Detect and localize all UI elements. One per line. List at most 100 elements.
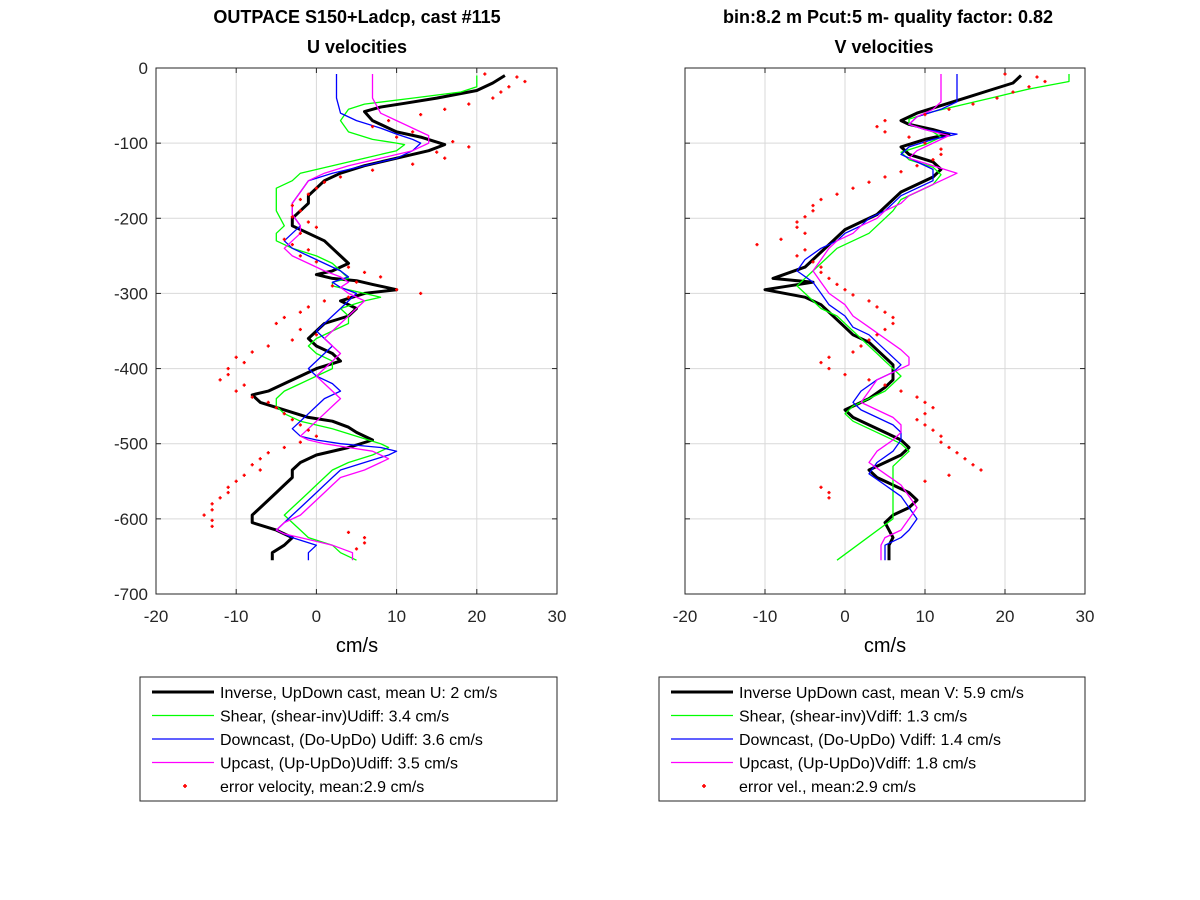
v-error-point xyxy=(811,209,815,213)
v-x-tick-label: 30 xyxy=(1076,607,1095,626)
u-legend-label: Shear, (shear-inv)Udiff: 3.4 cm/s xyxy=(220,709,449,726)
u-error-point xyxy=(314,225,318,229)
u-error-point xyxy=(234,355,238,359)
u-error-point xyxy=(298,254,302,258)
v-error-point xyxy=(795,254,799,258)
u-legend-label: Downcast, (Do-UpDo) Udiff: 3.6 cm/s xyxy=(220,732,483,749)
u-error-point xyxy=(314,333,318,337)
u-shear-line xyxy=(275,75,478,561)
v-plot-subtitle: V velocities xyxy=(834,37,933,57)
u-error-point xyxy=(250,350,254,354)
u-error-point xyxy=(210,518,214,522)
v-x-tick-label: -10 xyxy=(753,607,778,626)
v-error-point xyxy=(851,293,855,297)
v-legend-item-inverse: Inverse UpDown cast, mean V: 5.9 cm/s xyxy=(671,685,1024,702)
u-error-point xyxy=(282,315,286,320)
v-error-point xyxy=(947,473,951,477)
u-error-point xyxy=(330,284,335,288)
v-error-point xyxy=(891,315,895,320)
v-error-point xyxy=(1035,75,1039,79)
u-x-tick-label: 20 xyxy=(467,607,486,626)
u-error-point xyxy=(242,473,246,477)
u-error-point xyxy=(354,547,359,551)
u-error-point xyxy=(226,485,230,489)
u-error-point xyxy=(282,412,286,416)
v-error-point xyxy=(971,102,975,106)
v-error-point xyxy=(939,434,943,438)
v-error-point xyxy=(827,366,831,371)
u-x-tick-label: 0 xyxy=(312,607,321,626)
u-legend-item-inverse: Inverse, UpDown cast, mean U: 2 cm/s xyxy=(152,685,497,702)
u-error-point xyxy=(266,400,270,404)
v-error-point xyxy=(795,220,799,224)
u-y-tick-label: -100 xyxy=(114,134,148,153)
u-error-point xyxy=(362,536,367,540)
v-error-point xyxy=(915,418,919,422)
u-error-point xyxy=(443,156,447,160)
u-error-point xyxy=(234,389,238,393)
u-error-point xyxy=(274,321,278,326)
v-error-point xyxy=(883,310,887,314)
v-x-tick-label: -20 xyxy=(673,607,698,626)
u-error-point xyxy=(515,75,519,79)
v-error-point xyxy=(851,186,855,190)
u-error-point xyxy=(314,186,318,190)
v-error-point xyxy=(819,360,823,365)
v-upcast-line xyxy=(812,74,958,561)
v-error-point xyxy=(979,468,983,472)
u-error-point xyxy=(226,490,230,495)
v-error-point xyxy=(835,192,839,196)
u-error-point xyxy=(258,468,262,472)
v-legend-item-downcast: Downcast, (Do-UpDo) Vdiff: 1.4 cm/s xyxy=(671,732,1001,749)
v-error-point xyxy=(875,125,879,129)
u-error-point xyxy=(499,90,503,94)
v-error-point xyxy=(1011,90,1015,94)
v-error-point xyxy=(923,400,927,404)
u-x-tick-label: -20 xyxy=(144,607,169,626)
v-error-point xyxy=(883,175,887,179)
v-legend-label: error vel., mean:2.9 cm/s xyxy=(739,779,916,796)
v-error-point xyxy=(819,197,823,202)
v-error-point xyxy=(923,412,927,416)
u-y-tick-label: -400 xyxy=(114,360,148,379)
u-error-point xyxy=(483,72,487,76)
v-downcast-line xyxy=(796,74,958,561)
v-error-point xyxy=(795,225,799,229)
v-error-point xyxy=(891,321,895,326)
u-error-point xyxy=(210,508,214,512)
u-error-point xyxy=(202,513,206,517)
v-error-point xyxy=(915,164,919,168)
v-x-tick-label: 0 xyxy=(840,607,849,626)
u-error-point xyxy=(298,231,302,235)
u-error-point xyxy=(370,168,375,172)
u-y-tick-label: -600 xyxy=(114,510,148,529)
v-error-point xyxy=(819,265,823,269)
u-legend: Inverse, UpDown cast, mean U: 2 cm/s Shea… xyxy=(139,676,558,802)
u-error-point xyxy=(419,112,423,117)
v-error-point xyxy=(947,107,951,111)
u-error-point xyxy=(226,366,230,371)
u-error-point xyxy=(507,85,511,89)
v-error-point xyxy=(803,215,807,219)
v-error-point xyxy=(867,180,871,184)
u-axes-frame xyxy=(155,67,558,595)
u-y-tick-label: -200 xyxy=(114,209,148,228)
v-error-point xyxy=(867,338,871,342)
u-velocity-plot: -20 -10 0 10 20 300-100-200-300-400-500-600-7… xyxy=(114,59,566,626)
u-error-point xyxy=(218,496,222,500)
v-legend-item-shear: Shear, (shear-inv)Vdiff: 1.3 cm/s xyxy=(671,709,967,726)
v-error-point xyxy=(971,463,975,467)
u-legend-item-upcast: Upcast, (Up-UpDo)Udiff: 3.5 cm/s xyxy=(152,756,458,773)
v-error-point xyxy=(779,237,783,241)
v-error-point xyxy=(1027,85,1031,89)
u-error-point xyxy=(258,457,262,461)
v-error-point xyxy=(827,355,831,359)
u-error-point xyxy=(226,372,230,377)
u-legend-label: Upcast, (Up-UpDo)Udiff: 3.5 cm/s xyxy=(220,756,458,773)
u-x-tick-label: -10 xyxy=(224,607,249,626)
v-x-tick-label: 10 xyxy=(916,607,935,626)
u-error-point xyxy=(467,102,471,106)
u-error-point xyxy=(386,119,391,123)
v-error-point xyxy=(955,451,959,455)
